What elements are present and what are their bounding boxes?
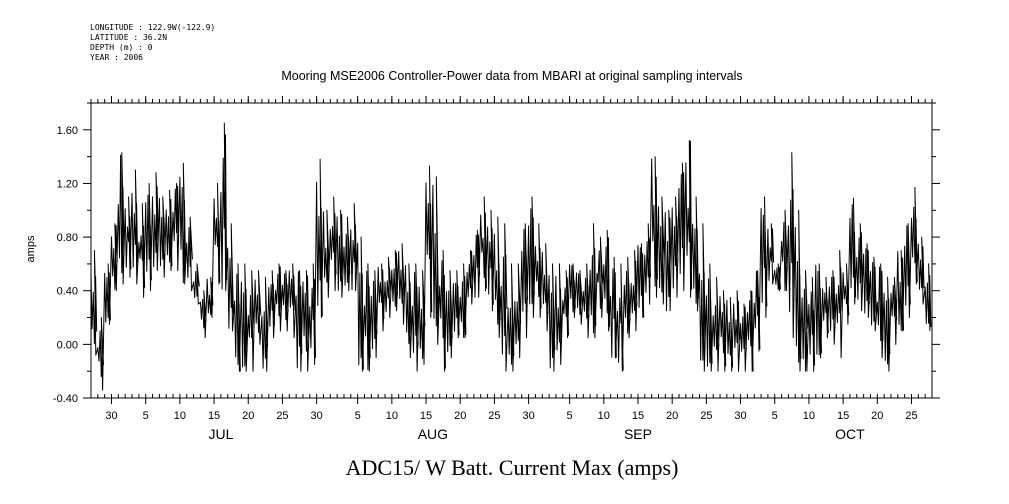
longitude-label: LONGITUDE : 122.9W(-122.9) — [90, 23, 215, 32]
month-label: OCT — [835, 426, 865, 442]
x-tick-label: 5 — [143, 410, 149, 422]
axes-layer: 30 5 10 15 20 25 30 5 10 15 20 25 30 5 10 15 20 25 30 5 10 15… — [53, 96, 940, 442]
series-line-battery-current — [90, 122, 932, 391]
y-tick-label: 0.40 — [57, 286, 78, 298]
month-label: AUG — [418, 426, 448, 442]
x-tick-label: 25 — [700, 410, 712, 422]
x-tick-label: 15 — [632, 410, 644, 422]
latitude-label: LATITUDE : 36.2N — [90, 33, 167, 42]
y-tick-label: 1.20 — [57, 178, 78, 190]
data-layer — [90, 122, 932, 391]
x-tick-label: 20 — [454, 410, 466, 422]
month-label: SEP — [624, 426, 652, 442]
x-tick-label: 30 — [522, 410, 534, 422]
x-tick-label: 25 — [488, 410, 500, 422]
x-tick-label: 10 — [803, 410, 815, 422]
plot-frame — [90, 102, 933, 399]
x-tick-label: 15 — [420, 410, 432, 422]
y-tick-label: -0.40 — [53, 393, 78, 405]
chart-title: Mooring MSE2006 Controller-Power data fr… — [281, 69, 742, 83]
x-tick-label: 25 — [276, 410, 288, 422]
depth-label: DEPTH (m) : 0 — [90, 43, 153, 52]
x-tick-label: 25 — [905, 410, 917, 422]
x-tick-label: 10 — [598, 410, 610, 422]
y-axis-label: amps — [25, 235, 37, 262]
x-tick-label: 15 — [837, 410, 849, 422]
month-label: JUL — [208, 426, 233, 442]
x-tick-label: 15 — [208, 410, 220, 422]
x-tick-label: 30 — [105, 410, 117, 422]
x-tick-label: 20 — [242, 410, 254, 422]
x-axis-label: ADC15/ W Batt. Current Max (amps) — [346, 455, 679, 480]
y-tick-label: 1.60 — [57, 125, 78, 137]
x-tick-label: 5 — [772, 410, 778, 422]
y-tick-label: 0.80 — [57, 232, 78, 244]
x-tick-label: 20 — [666, 410, 678, 422]
x-tick-label: 5 — [355, 410, 361, 422]
y-tick-label: 0.00 — [57, 339, 78, 351]
x-tick-label: 20 — [871, 410, 883, 422]
x-tick-label: 30 — [734, 410, 746, 422]
x-tick-label: 5 — [567, 410, 573, 422]
x-tick-label: 10 — [386, 410, 398, 422]
mooring-metadata: LONGITUDE : 122.9W(-122.9) LATITUDE : 36… — [90, 23, 215, 62]
x-tick-label: 30 — [311, 410, 323, 422]
year-label: YEAR : 2006 — [90, 53, 143, 62]
x-tick-label: 10 — [174, 410, 186, 422]
